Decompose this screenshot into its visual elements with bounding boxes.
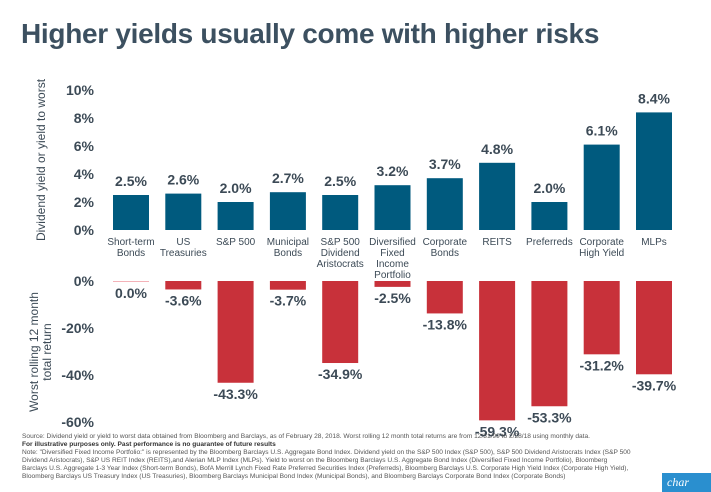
y-tick-label: 10% [66, 82, 95, 98]
category-label: Bonds [274, 248, 302, 259]
y-tick-label: 8% [74, 110, 95, 126]
yield-bar [583, 144, 620, 230]
yield-bar [269, 192, 306, 230]
category-label: Portfolio [374, 270, 411, 281]
yield-value-label: 4.8% [481, 141, 513, 157]
return-chart: 0% -20% -40% -60% Worst rolling 12 monthtota… [27, 273, 677, 439]
yield-value-label: 2.5% [115, 173, 147, 189]
yield-value-label: 8.4% [638, 90, 670, 106]
category-label: Income [376, 259, 409, 270]
yield-bar [113, 195, 149, 230]
category-label: US [176, 237, 190, 248]
yield-chart: 0% 2% 4% 6% 8% 10% Dividend yield or yield to … [34, 78, 672, 281]
yield-bar [479, 162, 516, 230]
yield-value-label: 2.7% [272, 170, 304, 186]
yield-value-label: 3.2% [377, 163, 409, 179]
yield-bar [636, 112, 672, 230]
return-bar [531, 281, 568, 407]
y-axis-label: Dividend yield or yield to worst [34, 78, 48, 241]
return-value-label: 0.0% [115, 285, 147, 301]
yield-value-label: 2.0% [533, 180, 565, 196]
category-label: Municipal [267, 237, 309, 248]
category-label: Treasuries [160, 248, 207, 259]
y-tick-label: -60% [61, 414, 94, 430]
y-axis-label: Worst rolling 12 monthtotal return [27, 292, 54, 412]
yield-bar [322, 195, 359, 230]
yield-bar [426, 178, 463, 230]
return-bar [217, 281, 254, 383]
category-label: Corporate [579, 237, 624, 248]
category-label: REITS [482, 237, 512, 248]
yield-value-label: 3.7% [429, 156, 461, 172]
page-title: Higher yields usually come with higher r… [21, 18, 600, 49]
category-label: Dividend [321, 248, 360, 259]
brand-logo: char [662, 473, 711, 492]
category-label: Short-term [107, 237, 154, 248]
return-bar [374, 281, 411, 287]
category-label: Aristocrats [317, 259, 364, 270]
return-bar [426, 281, 463, 314]
y-tick-label: -40% [61, 367, 94, 383]
return-bar [269, 281, 306, 290]
yield-value-label: 2.5% [324, 173, 356, 189]
yield-value-label: 2.6% [167, 172, 199, 188]
category-label: Bonds [117, 248, 145, 259]
return-bar [165, 281, 202, 290]
category-label: Preferreds [526, 237, 573, 248]
y-tick-label: 6% [74, 138, 95, 154]
yield-value-label: 6.1% [586, 123, 618, 139]
y-tick-label: 0% [74, 222, 95, 238]
category-label: Diversified [369, 237, 416, 248]
return-bar [479, 281, 516, 421]
yield-bar [217, 202, 254, 230]
y-tick-label: 0% [74, 273, 95, 289]
y-tick-label: -20% [61, 320, 94, 336]
category-label: Corporate [423, 237, 468, 248]
yield-bar [165, 193, 202, 230]
return-value-label: -39.7% [632, 377, 677, 393]
y-axis-label-line: total return [40, 323, 54, 380]
yield-value-label: 2.0% [220, 180, 252, 196]
return-value-label: -31.2% [580, 357, 625, 373]
footnotes: Source: Dividend yield or yield to worst… [22, 433, 632, 481]
return-bar [113, 281, 149, 282]
category-label: Bonds [431, 248, 459, 259]
return-value-label: -53.3% [527, 409, 572, 425]
y-tick-label: 4% [74, 166, 95, 182]
return-value-label: -3.6% [165, 292, 202, 308]
return-bar [636, 281, 672, 375]
category-label: S&P 500 [216, 237, 256, 248]
category-label: Fixed [380, 248, 404, 259]
category-label: High Yield [579, 248, 624, 259]
category-label: MLPs [641, 237, 667, 248]
disclaimer: For illustrative purposes only. Past per… [22, 441, 276, 448]
return-value-label: -3.7% [270, 293, 307, 309]
yield-bar [374, 185, 411, 230]
category-label: S&P 500 [321, 237, 361, 248]
methodology-note: Note: "Diversified Fixed Income Portfoli… [22, 449, 631, 480]
y-axis-label-line: Worst rolling 12 month [27, 292, 41, 412]
return-value-label: -59.3% [475, 423, 520, 439]
return-value-label: -13.8% [423, 316, 468, 332]
source-note: Source: Dividend yield or yield to worst… [22, 433, 590, 440]
return-value-label: -34.9% [318, 366, 363, 382]
return-value-label: -43.3% [213, 386, 258, 402]
return-bar [322, 281, 359, 364]
return-value-label: -2.5% [374, 290, 411, 306]
return-bar [583, 281, 620, 355]
y-tick-label: 2% [74, 194, 95, 210]
yield-bar [531, 202, 568, 230]
